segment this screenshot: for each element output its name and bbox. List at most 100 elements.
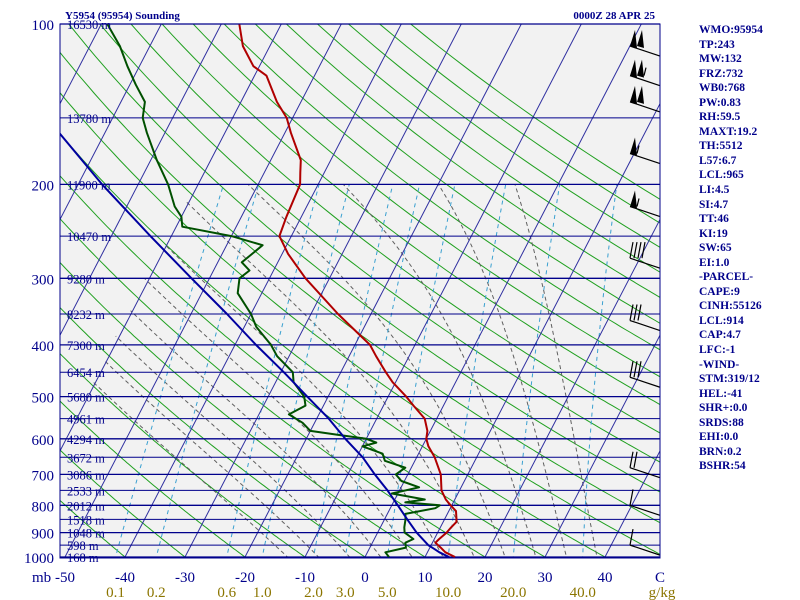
dry-adiabat-line [161,24,660,406]
wind-barb-staff [629,45,661,57]
sounding-index-item: LCL:965 [699,169,744,182]
pressure-tick-label: 100 [32,18,55,34]
wind-barb-staff [629,319,661,332]
sounding-index-item: LI:4.5 [699,184,730,197]
wind-barb-half-flag [636,198,640,207]
wind-barb-staff [629,75,661,87]
isotherm-line [603,449,660,558]
height-label: 1518 m [67,513,105,527]
wind-barb [629,190,661,218]
height-label: 13780 m [67,112,111,126]
wind-barb-pennant [637,59,644,78]
pressure-tick-label: 1000 [24,551,54,567]
station-title: Y5954 (95954) Sounding [65,10,180,22]
sounding-index-item: CINH:55126 [699,300,762,313]
mixing-ratio-line [512,184,561,558]
wind-barb [629,85,661,113]
isotherm-line [0,12,47,568]
height-label: 16530 m [67,18,111,32]
wind-barb-flag [633,304,638,321]
sounding-indices-panel: WMO:95954 TP:243 MW:132 FRZ:732 WB0:768 PW:0.… [699,23,799,474]
sounding-index-item: TH:5512 [699,140,743,153]
moist-adiabat-line [105,361,321,558]
sounding-index-item: LFC:-1 [699,344,736,357]
mixing-ratio-line [261,184,350,558]
sounding-index-item: SHR+:0.0 [699,402,748,415]
mixing-ratio-line [225,184,320,558]
sounding-index-item: KI:19 [699,227,728,240]
wind-barb-pennant [630,137,637,156]
mixing-ratio-line [155,184,260,558]
height-label: 10470 m [67,230,111,244]
wind-barb-flag [629,489,634,506]
height-label: 7300 m [67,339,105,353]
moist-adiabat-line [438,184,568,558]
dry-adiabat-line [285,24,660,298]
isotherm-line [183,24,462,558]
isotherm-line [483,218,660,558]
x-axis-unit-label: mb [32,570,51,586]
wind-barb [629,529,661,556]
isotherm-line [243,24,522,558]
mixing-ratio-line [386,184,456,558]
sounding-index-item: FRZ:732 [699,67,744,80]
dry-adiabat-line [192,24,660,378]
sounding-index-item: LCL:914 [699,314,744,327]
wind-barb-staff [629,101,661,113]
isotherm-line [543,334,660,558]
sounding-index-item: L57:6.7 [699,154,737,167]
wind-barb-flag [629,242,634,259]
temperature-tick-label: -10 [295,570,315,586]
temperature-tick-label: 40 [598,570,613,586]
dry-adiabat-line [60,217,488,558]
wind-barb-pennant [637,30,644,49]
height-label: 1048 m [67,527,105,541]
wind-barb [629,137,661,165]
dry-adiabat-line [60,133,608,558]
temperature-tick-label: -20 [235,570,255,586]
wind-barb [629,361,661,388]
mixing-ratio-tick-label: 20.0 [500,585,526,600]
valid-time: 0000Z 28 APR 25 [573,10,655,22]
wind-barbs [629,30,661,556]
height-label: 4294 m [67,433,105,447]
mixing-ratio-tick-label: 40.0 [570,585,596,600]
dry-adiabat-line [130,24,660,434]
wind-barb-pennant [630,30,637,49]
dry-adiabat-line [60,175,548,558]
wind-barb-staff [629,467,661,479]
moist-adiabat-line [342,184,537,558]
mixing-ratio-tick-label: 5.0 [378,585,397,600]
dewpoint-trace [106,24,441,558]
background-lines [0,12,660,568]
sounding-index-item: CAP:4.7 [699,329,741,342]
sounding-index-item: SRDS:88 [699,416,744,429]
pressure-tick-label: 900 [32,527,55,543]
sounding-index-item: SW:65 [699,242,732,255]
wind-barb-flag [629,529,634,546]
mixing-ratio-tick-label: 2.0 [304,585,323,600]
moist-adiabat-line [93,381,290,558]
dry-adiabat-line [316,24,660,273]
wind-barb [629,451,661,479]
dry-adiabat-line [347,24,660,248]
wind-barb-half-flag [643,67,647,76]
isotherm-line [60,24,222,337]
height-label: 598 m [67,539,99,553]
wind-barb-pennant [637,85,644,104]
wind-barb-staff [629,376,661,388]
wind-barb-staff [629,152,661,165]
wind-barb-staff [629,205,661,218]
wind-barb-flag [633,361,638,378]
sounding-index-item: BSHR:54 [699,460,746,473]
moist-adiabat-line [185,200,476,558]
wind-barb [629,489,661,516]
wind-barb-flag [629,304,634,321]
sounding-index-item: MAXT:19.2 [699,125,758,138]
temperature-tick-label: 30 [538,570,553,586]
dry-adiabat-line [60,449,188,558]
isotherm-line [60,24,162,221]
wind-barb-flag [637,304,642,321]
